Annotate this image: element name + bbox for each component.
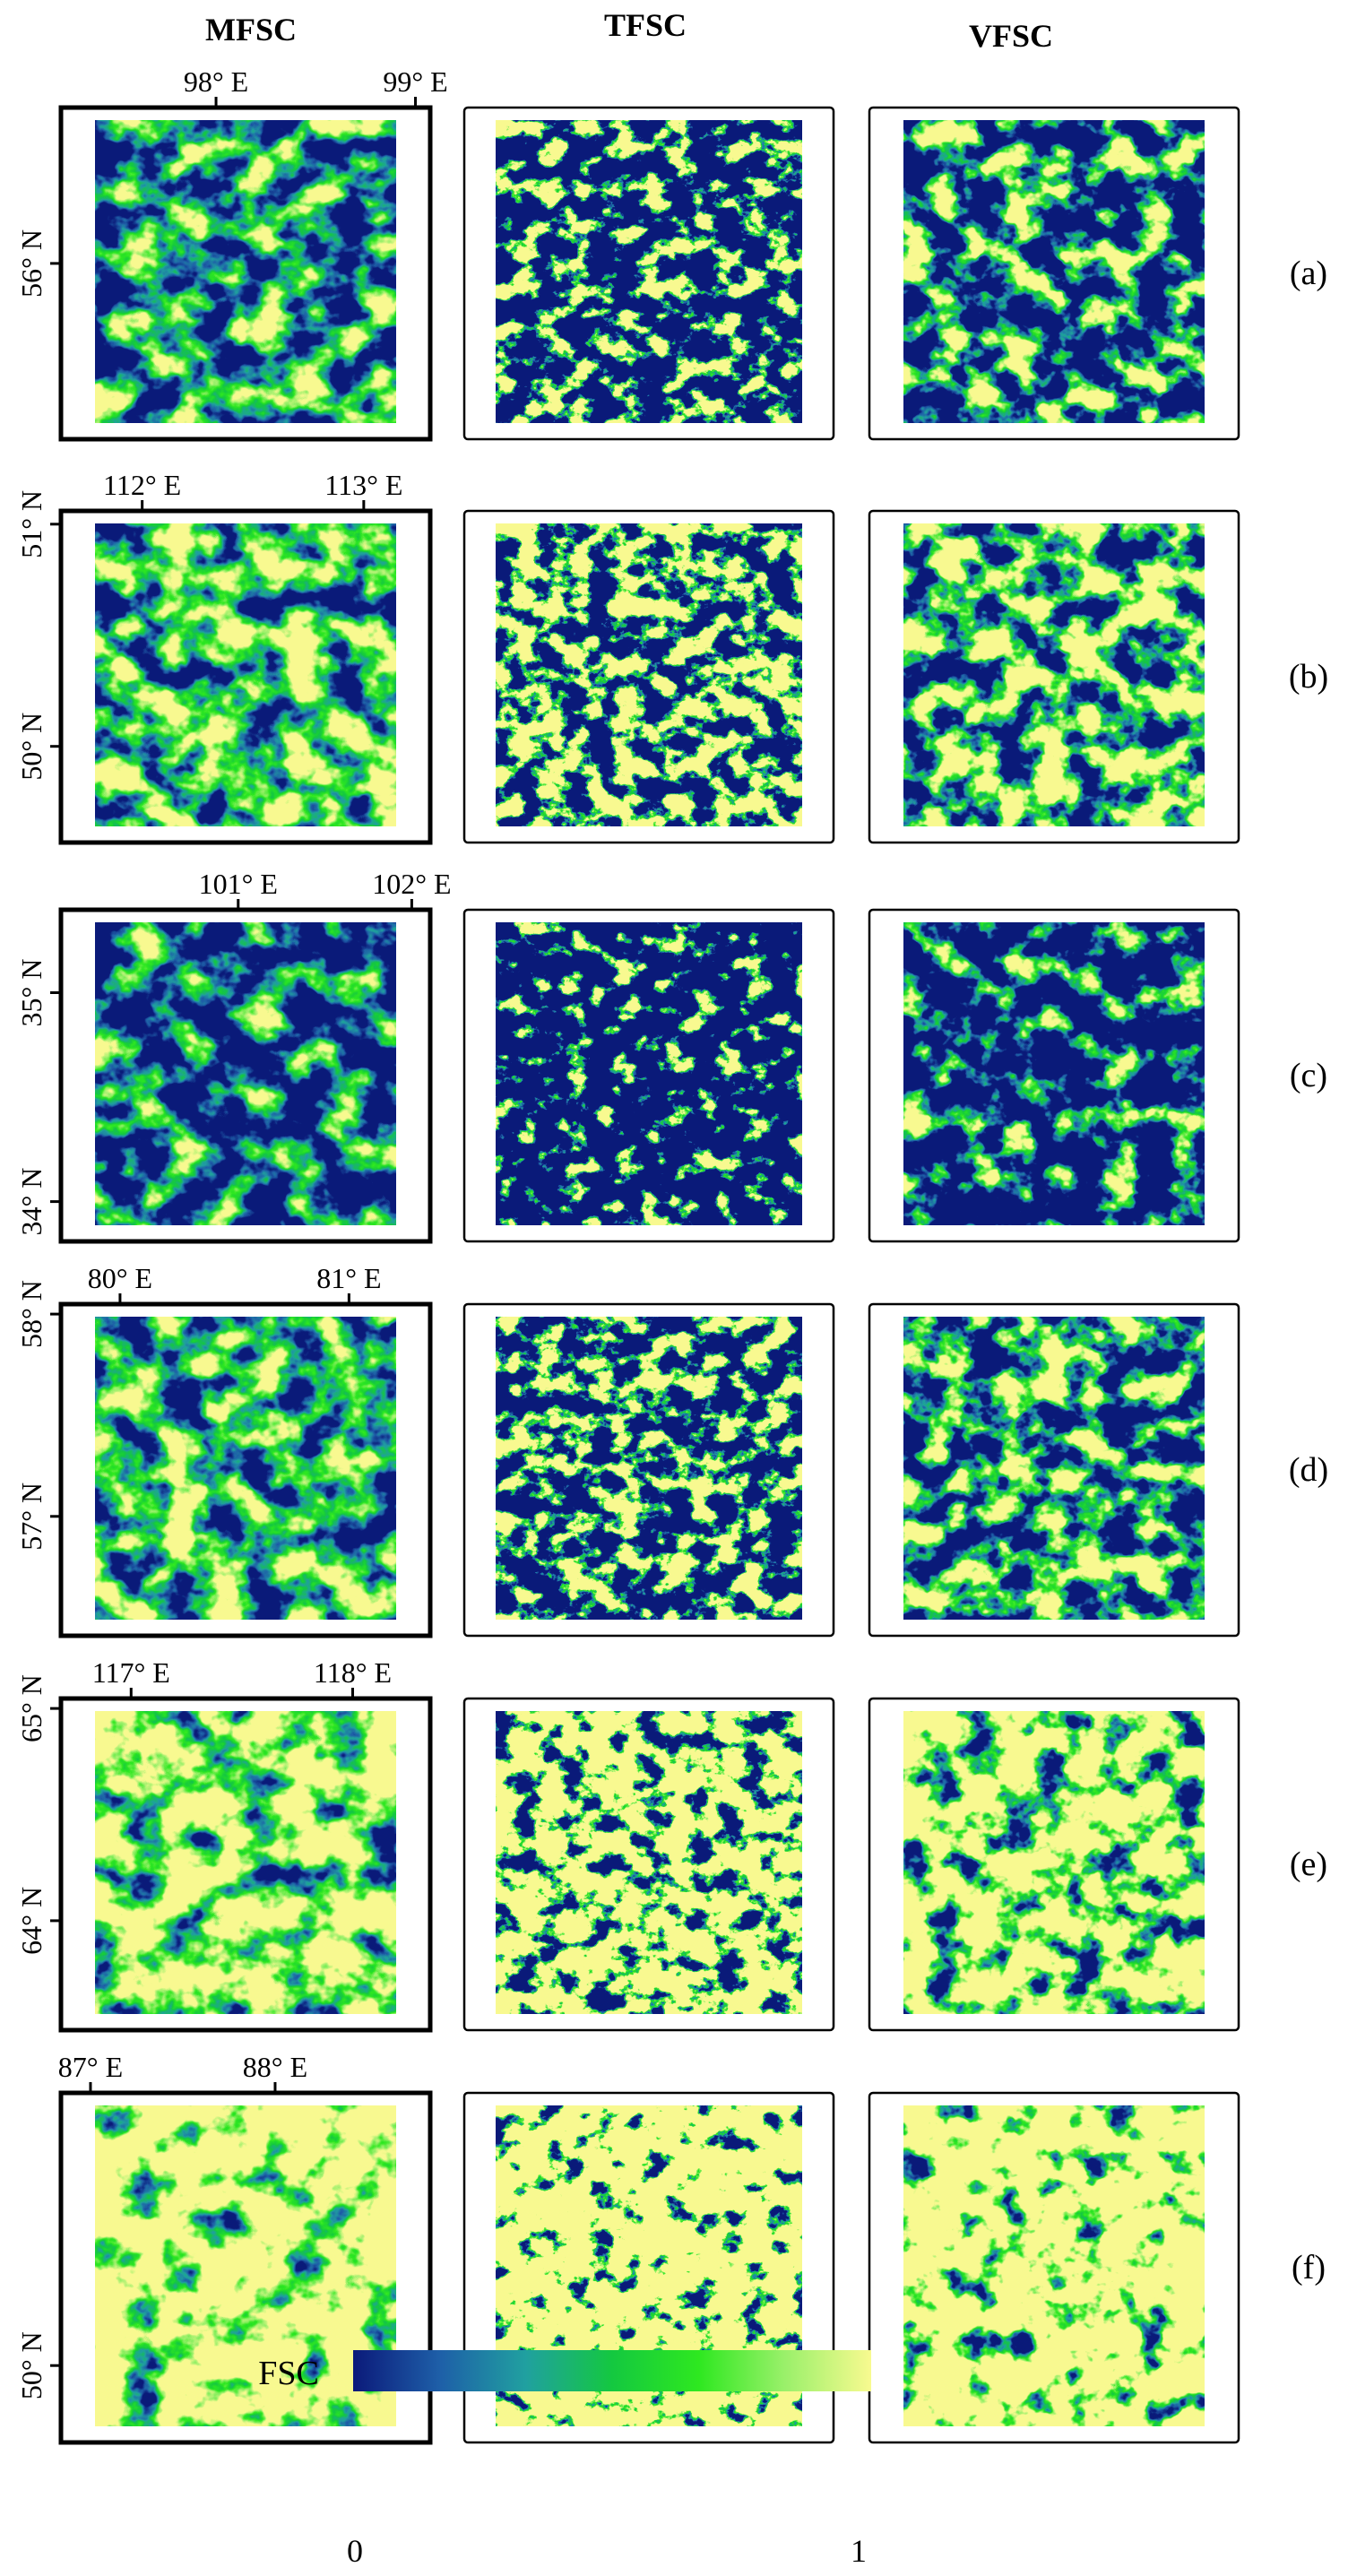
lon-tick-label: 87° E bbox=[58, 2051, 123, 2083]
colorbar: FSC 0 1 bbox=[258, 2350, 871, 2569]
lon-tick-label: 99° E bbox=[383, 65, 447, 98]
colorbar-gradient bbox=[353, 2350, 871, 2391]
row-label: (c) bbox=[1290, 1057, 1327, 1094]
mfsc-map-image bbox=[95, 523, 396, 826]
column-header-tfsc: TFSC bbox=[604, 7, 687, 43]
tfsc-map-image bbox=[496, 1711, 802, 2014]
lat-tick-label: 64° N bbox=[15, 1887, 48, 1955]
lat-tick-label: 35° N bbox=[15, 959, 48, 1027]
mfsc-map-image bbox=[95, 120, 396, 423]
lon-tick-label: 98° E bbox=[184, 65, 248, 98]
row-label: (b) bbox=[1289, 658, 1328, 696]
lon-tick-label: 117° E bbox=[92, 1656, 170, 1689]
lon-tick-label: 88° E bbox=[243, 2051, 307, 2083]
mfsc-map-image bbox=[95, 922, 396, 1225]
panel-row: 98° E 99° E 56° N (a) bbox=[15, 65, 1327, 442]
lat-tick-label: 58° N bbox=[15, 1280, 48, 1348]
panel-row: 80° E 81° E 58° N 57° N (d) bbox=[15, 1262, 1328, 1638]
lat-tick-label: 51° N bbox=[15, 490, 48, 558]
lon-tick-label: 80° E bbox=[88, 1262, 152, 1294]
colorbar-max-label: 1 bbox=[851, 2533, 867, 2569]
row-label: (a) bbox=[1290, 255, 1327, 292]
lat-tick-label: 65° N bbox=[15, 1674, 48, 1742]
tfsc-map-image bbox=[496, 120, 802, 423]
lat-tick-label: 34° N bbox=[15, 1168, 48, 1236]
vfsc-map-image bbox=[903, 120, 1205, 423]
lat-tick-label: 50° N bbox=[15, 2331, 48, 2399]
row-label: (e) bbox=[1290, 1846, 1327, 1883]
lon-tick-label: 101° E bbox=[199, 868, 278, 900]
vfsc-map-image bbox=[903, 922, 1205, 1225]
panel-grid: 98° E 99° E 56° N (a) 112° E 113° E 51° N 50° N… bbox=[15, 65, 1328, 2445]
colorbar-title: FSC bbox=[258, 2355, 319, 2392]
mfsc-map-image bbox=[95, 2105, 396, 2426]
lon-tick-label: 113° E bbox=[324, 469, 402, 501]
panel-row: 112° E 113° E 51° N 50° N (b) bbox=[15, 469, 1328, 845]
mfsc-map-image bbox=[95, 1317, 396, 1620]
mfsc-map-image bbox=[95, 1711, 396, 2014]
lon-tick-label: 102° E bbox=[372, 868, 451, 900]
lon-tick-label: 118° E bbox=[314, 1656, 392, 1689]
lat-tick-label: 56° N bbox=[15, 229, 48, 298]
lon-tick-label: 112° E bbox=[103, 469, 181, 501]
panel-row: 101° E 102° E 35° N 34° N (c) bbox=[15, 868, 1327, 1244]
row-label: (d) bbox=[1289, 1451, 1328, 1489]
row-label: (f) bbox=[1292, 2249, 1326, 2286]
tfsc-map-image bbox=[496, 922, 802, 1225]
vfsc-map-image bbox=[903, 1317, 1205, 1620]
column-header-vfsc: VFSC bbox=[969, 18, 1053, 54]
vfsc-map-image bbox=[903, 2105, 1205, 2426]
lon-tick-label: 81° E bbox=[316, 1262, 381, 1294]
tfsc-map-image bbox=[496, 1317, 802, 1620]
lat-tick-label: 57° N bbox=[15, 1482, 48, 1551]
lat-tick-label: 50° N bbox=[15, 713, 48, 781]
colorbar-min-label: 0 bbox=[347, 2533, 363, 2569]
column-header-mfsc: MFSC bbox=[205, 12, 297, 48]
panel-row: 117° E 118° E 65° N 64° N (e) bbox=[15, 1656, 1327, 2033]
vfsc-map-image bbox=[903, 1711, 1205, 2014]
vfsc-map-image bbox=[903, 523, 1205, 826]
tfsc-map-image bbox=[496, 523, 802, 826]
